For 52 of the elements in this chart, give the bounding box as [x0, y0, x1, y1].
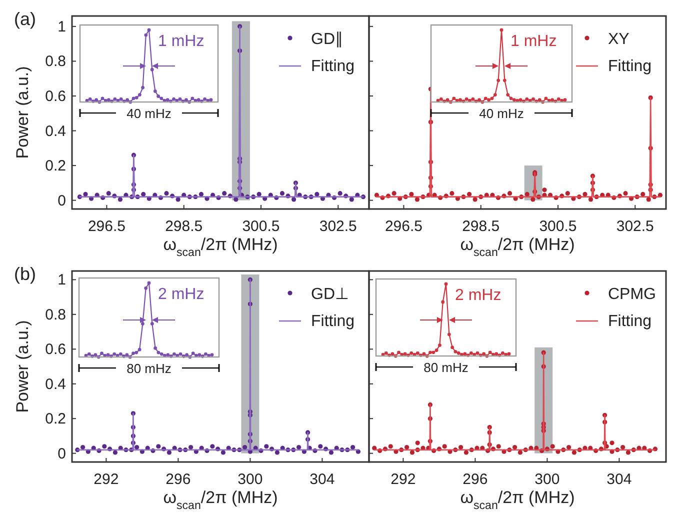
y-tick-label: 0.8: [45, 53, 66, 70]
x-tick-label: 302.5: [319, 218, 357, 235]
y-tick-label: 0.2: [45, 158, 66, 175]
x-tick-label: 292: [390, 471, 416, 488]
text: (a): [14, 9, 36, 29]
legend-label: Fitting: [311, 313, 355, 330]
legend-label: CPMG: [608, 286, 656, 303]
legend-label: Fitting: [311, 58, 355, 75]
legend-label: Fitting: [608, 313, 652, 330]
x-tick-label: 302.5: [616, 218, 654, 235]
legend-label: Fitting: [608, 58, 652, 75]
x-tick-label: 296.5: [384, 218, 422, 235]
y-tick-label: 0.6: [45, 341, 66, 358]
annotation: 40 mHz: [126, 106, 172, 121]
y-tick-label: 0: [58, 445, 66, 462]
x-tick-label: 300.5: [539, 218, 577, 235]
x-tick-label: 298.5: [462, 218, 500, 235]
y-tick-label: 0.4: [45, 122, 66, 140]
y-tick-label: 1: [58, 18, 66, 36]
annotation: 1 mHz: [158, 33, 204, 50]
annotation: 80 mHz: [126, 361, 172, 376]
x-tick-label: 304: [606, 471, 632, 488]
x-tick-label: 300: [534, 471, 560, 488]
y-tick-label: 0.6: [45, 88, 66, 105]
y-tick-label: 0.4: [45, 376, 66, 393]
x-tick-label: 296: [462, 471, 488, 488]
legend-label: XY: [608, 31, 630, 48]
annotation: 2 mHz: [158, 286, 204, 303]
annotation: 40 mHz: [479, 106, 524, 121]
annotation: 2 mHz: [455, 287, 502, 304]
y-tick-label: 0.2: [45, 410, 66, 428]
y-tick-label: 0: [58, 192, 66, 210]
annotation: 80 mHz: [424, 360, 468, 375]
x-tick-label: 296.5: [88, 218, 126, 235]
y-axis-title: Power (a.u.): [13, 320, 32, 413]
annotation: 1 mHz: [510, 33, 557, 50]
y-axis-title: Power (a.u.): [13, 66, 32, 159]
x-tick-label: 300: [238, 471, 263, 488]
x-tick-label: 300.5: [242, 218, 280, 235]
legend-label: GD∥: [311, 31, 343, 48]
y-tick-label: 1: [58, 272, 66, 289]
text: (b): [14, 264, 36, 284]
y-tick-label: 0.8: [45, 306, 66, 324]
x-tick-label: 298.5: [165, 218, 203, 235]
x-axis-title: ω$_{scan}$/2π (MHz): [163, 235, 278, 259]
x-axis-title: ω$_{scan}$/2π (MHz): [460, 235, 575, 259]
x-axis-title: ω$_{scan}$/2π (MHz): [163, 488, 278, 512]
x-tick-label: 292: [94, 471, 119, 488]
x-tick-label: 304: [310, 471, 335, 488]
x-tick-label: 296: [166, 471, 191, 488]
x-axis-title: ω$_{scan}$/2π (MHz): [460, 488, 575, 512]
legend-label: GD⊥: [311, 286, 349, 303]
